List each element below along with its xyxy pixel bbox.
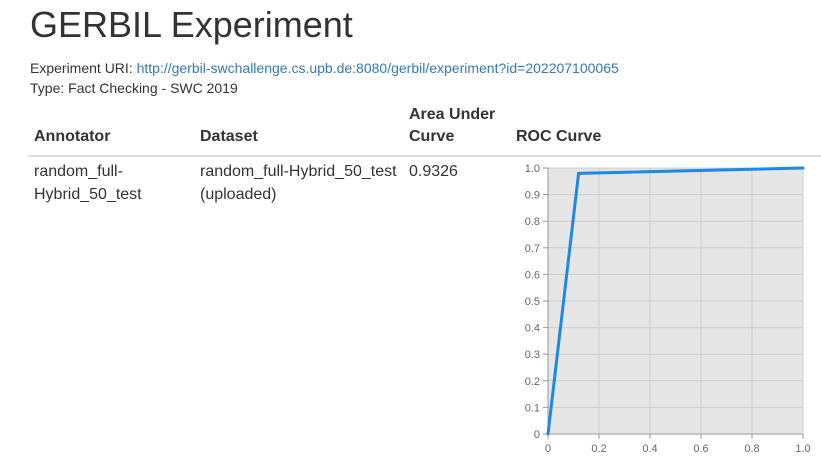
experiment-type-label: Type: xyxy=(30,80,65,96)
y-tick-label: 0 xyxy=(534,429,540,441)
experiment-type-row: Type: Fact Checking - SWC 2019 xyxy=(30,80,238,96)
x-tick-label: 0 xyxy=(545,443,551,455)
header-dataset: Dataset xyxy=(200,128,258,145)
y-tick-label: 1.0 xyxy=(525,163,540,175)
dataset-cell-line1: random_full-Hybrid_50_test xyxy=(200,163,397,180)
header-auc-line1: Area Under xyxy=(409,106,496,123)
header-annotator: Annotator xyxy=(34,128,111,145)
experiment-uri-label: Experiment URI: xyxy=(30,60,133,76)
x-tick-label: 0.6 xyxy=(693,443,708,455)
experiment-type-value: Fact Checking - SWC 2019 xyxy=(68,80,238,96)
annotator-cell-line2: Hybrid_50_test xyxy=(34,186,142,203)
y-tick-label: 0.7 xyxy=(525,243,540,255)
header-roc-curve: ROC Curve xyxy=(516,128,602,145)
roc-data-point xyxy=(577,171,581,175)
header-auc-line2: Curve xyxy=(409,128,455,145)
dataset-cell-line2: (uploaded) xyxy=(200,186,277,203)
experiment-uri-link[interactable]: http://gerbil-swchallenge.cs.upb.de:8080… xyxy=(136,60,619,76)
x-tick-label: 0.2 xyxy=(591,443,606,455)
y-tick-label: 0.3 xyxy=(525,349,540,361)
table-header-divider xyxy=(28,155,821,157)
experiment-uri-row: Experiment URI: http://gerbil-swchalleng… xyxy=(30,60,619,76)
roc-data-point xyxy=(801,166,805,170)
y-tick-label: 0.6 xyxy=(525,269,540,281)
y-tick-label: 0.8 xyxy=(525,216,540,228)
y-tick-label: 0.1 xyxy=(525,402,540,414)
y-tick-label: 0.5 xyxy=(525,296,540,308)
y-tick-label: 0.9 xyxy=(525,190,540,202)
auc-cell: 0.9326 xyxy=(409,163,458,180)
annotator-cell-line1: random_full- xyxy=(34,163,123,180)
page-title: GERBIL Experiment xyxy=(30,4,353,45)
x-tick-label: 1.0 xyxy=(795,443,810,455)
roc-data-point xyxy=(546,432,550,436)
x-tick-label: 0.4 xyxy=(642,443,657,455)
y-tick-label: 0.4 xyxy=(525,323,540,335)
x-tick-label: 0.8 xyxy=(744,443,759,455)
y-tick-label: 0.2 xyxy=(525,376,540,388)
roc-curve-chart: 0 0.1 0.2 0.3 0.4 0.5 0.6 0.7 0.8 0.9 1.0 0 0.2 0.4 0.… xyxy=(525,163,811,455)
